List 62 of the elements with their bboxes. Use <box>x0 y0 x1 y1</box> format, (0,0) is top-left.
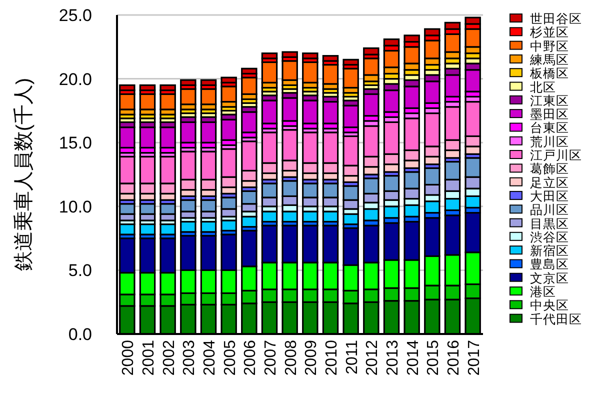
legend-label: 練馬区 <box>529 52 569 67</box>
legend-label: 江東区 <box>530 94 569 108</box>
y-tick-label: 20.0 <box>58 70 92 89</box>
y-tick-label: 10.0 <box>58 197 92 216</box>
legend-label: 文京区 <box>530 271 569 286</box>
x-tick-label: 2014 <box>404 340 422 376</box>
x-tick-label: 2012 <box>364 340 382 376</box>
x-tick-label: 2010 <box>324 340 340 376</box>
x-tick-label: 2015 <box>425 340 442 376</box>
legend-label: 足立区 <box>530 174 569 190</box>
legend-label: 大田区 <box>530 189 569 204</box>
bar <box>160 84 176 92</box>
bar <box>220 220 237 232</box>
legend-label: 中野区 <box>530 39 569 54</box>
x-tick-label: 2017 <box>466 340 483 376</box>
legend-label: 中央区 <box>530 298 569 313</box>
x-tick-label: 2001 <box>140 340 158 376</box>
legend-label: 杉並区 <box>529 26 569 40</box>
y-tick-label: 5.0 <box>68 261 92 280</box>
legend-label: 板橋区 <box>529 66 569 81</box>
y-axis-title: 鉄道乗車人員数(千人) <box>13 78 35 272</box>
x-tick-label: 2005 <box>222 340 239 376</box>
legend-label: 品川区 <box>530 203 569 218</box>
x-tick-label: 2002 <box>160 340 178 376</box>
legend-label: 葛飾区 <box>530 162 569 176</box>
x-tick-label: 2009 <box>303 340 320 376</box>
y-tick-label: 25.0 <box>58 6 92 25</box>
legend-label: 豊島区 <box>530 258 569 272</box>
y-tick-label: 0.0 <box>68 325 92 344</box>
y-tick-label: 15.0 <box>58 134 92 153</box>
legend-label: 新宿区 <box>530 243 569 258</box>
bar <box>342 58 359 66</box>
bar <box>261 52 278 60</box>
legend-label: 荒川区 <box>530 134 569 149</box>
legend-label: 渋谷区 <box>530 230 569 244</box>
legend-label: 江戸川区 <box>530 148 582 162</box>
bar <box>302 52 318 60</box>
x-tick-label: 2004 <box>202 340 218 376</box>
bar <box>200 79 217 86</box>
x-tick-label: 2008 <box>282 340 300 376</box>
x-tick-label: 2006 <box>242 340 260 376</box>
bar <box>322 55 339 62</box>
x-tick-label: 2003 <box>181 340 198 376</box>
legend-label: 目黒区 <box>530 216 569 231</box>
x-tick-label: 2011 <box>344 340 361 374</box>
x-tick-label: 2007 <box>262 340 280 376</box>
legend-label: 墨田区 <box>530 108 569 122</box>
legend-label: 北区 <box>530 80 556 94</box>
legend-label: 世田谷区 <box>530 12 582 26</box>
bar <box>180 79 196 86</box>
legend-label: 千代田区 <box>530 312 582 326</box>
bar <box>282 51 298 58</box>
x-tick-label: 2000 <box>120 340 138 376</box>
bar <box>139 84 156 92</box>
legend-label: 台東区 <box>530 121 569 136</box>
bar <box>220 76 237 84</box>
bar <box>363 47 380 56</box>
x-tick-label: 2013 <box>384 340 402 376</box>
bar <box>160 223 176 236</box>
bar <box>241 68 258 74</box>
legend-label: 港区 <box>530 285 556 299</box>
x-tick-label: 2016 <box>446 340 462 376</box>
